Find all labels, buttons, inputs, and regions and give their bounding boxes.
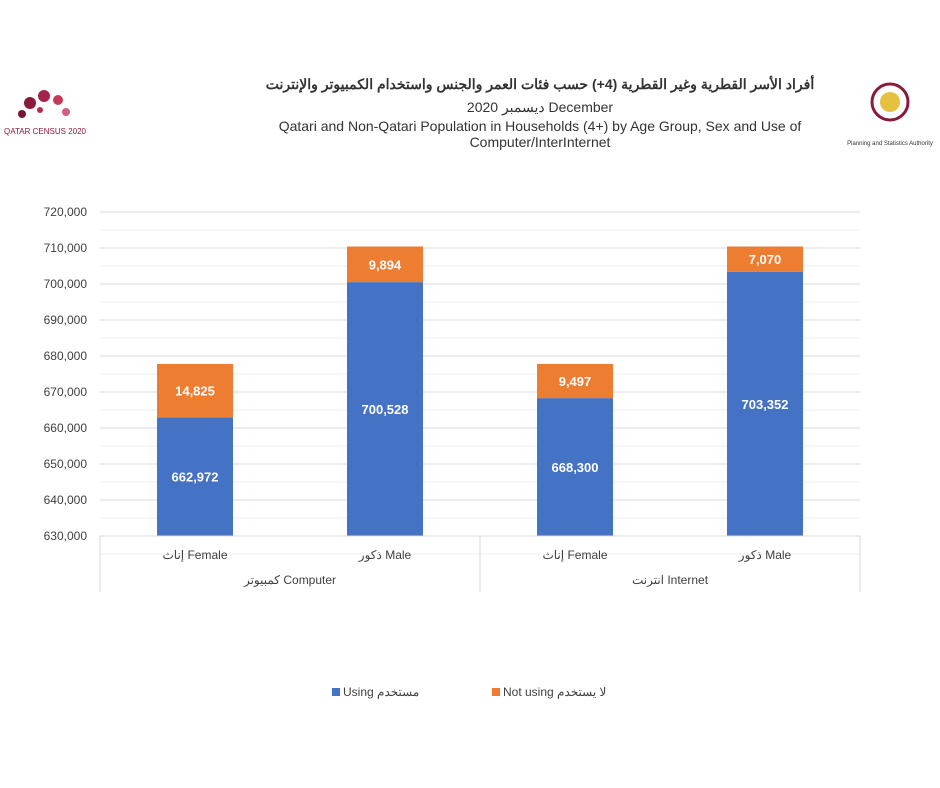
title-arabic: أفراد الأسر القطرية وغير القطرية (4+) حس… [265, 76, 815, 92]
y-tick-label: 640,000 [44, 493, 88, 507]
group-label: كمبيوتر Computer [243, 573, 336, 587]
data-label: 700,528 [362, 402, 409, 417]
bar-using [727, 271, 803, 536]
svg-text:Planning and Statistics Author: Planning and Statistics Authority [847, 141, 933, 147]
title-english: Qatari and Non-Qatari Population in Hous… [278, 118, 802, 150]
data-label: 14,825 [175, 384, 215, 399]
y-tick-label: 700,000 [44, 277, 88, 291]
legend-swatch [332, 688, 340, 696]
y-tick-label: 710,000 [44, 241, 88, 255]
bar-not-using [157, 363, 233, 418]
data-label: 9,497 [559, 374, 592, 389]
category-label: إناث Female [543, 548, 608, 563]
legend-label: Not using لا يستخدم [503, 685, 606, 699]
psa-logo: Planning and Statistics Authority [847, 82, 933, 147]
y-tick-label: 720,000 [44, 205, 88, 219]
data-label: 662,972 [172, 470, 219, 485]
group-label: انترنت Internet [632, 573, 709, 587]
category-label: إناث Female [163, 548, 228, 563]
y-tick-label: 630,000 [44, 529, 88, 543]
bar-not-using [347, 246, 423, 283]
bar-using [537, 398, 613, 536]
census-logo: QATAR CENSUS 2020 [4, 90, 87, 136]
y-tick-label: 660,000 [44, 421, 88, 435]
y-tick-label: 650,000 [44, 457, 88, 471]
bar-not-using [727, 246, 803, 272]
legend-label: Using مستخدم [343, 685, 419, 699]
category-label: ذكور Male [358, 548, 412, 562]
y-tick-label: 670,000 [44, 385, 88, 399]
legend-swatch [492, 688, 500, 696]
data-label: 7,070 [749, 252, 782, 267]
bar-using [347, 282, 423, 536]
y-tick-label: 680,000 [44, 349, 88, 363]
data-label: 9,894 [369, 257, 402, 272]
y-tick-label: 690,000 [44, 313, 88, 327]
svg-text:QATAR CENSUS 2020: QATAR CENSUS 2020 [4, 127, 87, 136]
data-label: 703,352 [742, 397, 789, 412]
chart-date: ديسمبر 2020 December [466, 99, 614, 115]
bar-not-using [537, 363, 613, 399]
bar-using [157, 417, 233, 536]
data-label: 668,300 [552, 460, 599, 475]
category-label: ذكور Male [738, 548, 792, 562]
